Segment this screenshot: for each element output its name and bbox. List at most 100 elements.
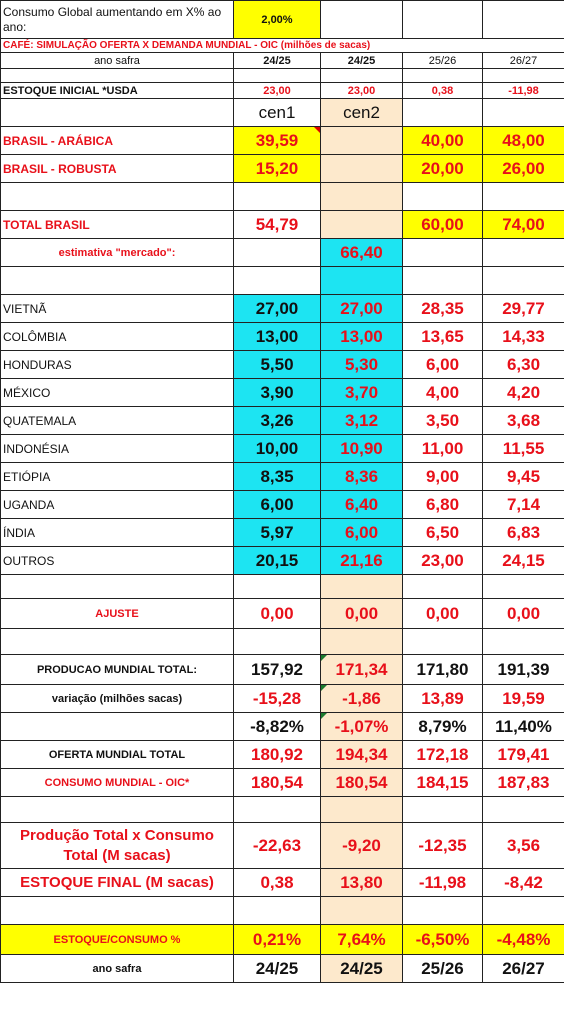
country-cen2[interactable]: 21,16 [320, 546, 403, 575]
oferta-cen2[interactable]: 194,34 [320, 740, 403, 769]
country-2526[interactable]: 28,35 [402, 294, 483, 323]
variacao-pct-2526[interactable]: 8,79% [402, 712, 483, 741]
brasil-arabica-cen2[interactable] [320, 126, 403, 155]
producao-2627[interactable]: 191,39 [482, 654, 564, 685]
country-cen1[interactable]: 20,15 [233, 546, 321, 575]
producao-cen2[interactable]: 171,34 [320, 654, 403, 685]
country-label: HONDURAS [0, 350, 234, 379]
ajuste-2526[interactable]: 0,00 [402, 598, 483, 629]
consumo-cen2[interactable]: 180,54 [320, 768, 403, 797]
cell [233, 182, 321, 211]
consumo-2627[interactable]: 187,83 [482, 768, 564, 797]
country-cen2[interactable]: 27,00 [320, 294, 403, 323]
country-2627[interactable]: 9,45 [482, 462, 564, 491]
country-2627[interactable]: 3,68 [482, 406, 564, 435]
ajuste-cen1[interactable]: 0,00 [233, 598, 321, 629]
total-brasil-cen1[interactable]: 54,79 [233, 210, 321, 239]
country-2627[interactable]: 6,30 [482, 350, 564, 379]
country-cen2[interactable]: 3,12 [320, 406, 403, 435]
estoque-consumo-2526[interactable]: -6,50% [402, 924, 483, 955]
variacao-pct-cen1[interactable]: -8,82% [233, 712, 321, 741]
title-row: CAFÉ: SIMULAÇÃO OFERTA X DEMANDA MUNDIAL… [0, 38, 564, 53]
brasil-robusta-2526[interactable]: 20,00 [402, 154, 483, 183]
country-2627[interactable]: 14,33 [482, 322, 564, 351]
variacao-pct-2627[interactable]: 11,40% [482, 712, 564, 741]
country-cen1[interactable]: 8,35 [233, 462, 321, 491]
country-2526[interactable]: 6,80 [402, 490, 483, 519]
country-2526[interactable]: 6,50 [402, 518, 483, 547]
country-cen2[interactable]: 5,30 [320, 350, 403, 379]
oferta-2627[interactable]: 179,41 [482, 740, 564, 769]
country-2526[interactable]: 4,00 [402, 378, 483, 407]
growth-value[interactable]: 2,00% [233, 0, 321, 39]
country-cen2[interactable]: 3,70 [320, 378, 403, 407]
estoque-final-2627[interactable]: -8,42 [482, 868, 564, 897]
country-2627[interactable]: 4,20 [482, 378, 564, 407]
prod-x-consumo-cen1[interactable]: -22,63 [233, 822, 321, 869]
variacao-cen1[interactable]: -15,28 [233, 684, 321, 713]
cell [482, 182, 564, 211]
country-cen2[interactable]: 13,00 [320, 322, 403, 351]
estoque-inicial-cen2[interactable]: 23,00 [320, 82, 403, 99]
estoque-final-cen1[interactable]: 0,38 [233, 868, 321, 897]
country-cen1[interactable]: 5,97 [233, 518, 321, 547]
country-cen1[interactable]: 6,00 [233, 490, 321, 519]
oferta-cen1[interactable]: 180,92 [233, 740, 321, 769]
mercado-value[interactable]: 66,40 [320, 238, 403, 267]
prod-x-consumo-2526[interactable]: -12,35 [402, 822, 483, 869]
total-brasil-2627[interactable]: 74,00 [482, 210, 564, 239]
ajuste-2627[interactable]: 0,00 [482, 598, 564, 629]
estoque-consumo-cen2[interactable]: 7,64% [320, 924, 403, 955]
estoque-consumo-2627[interactable]: -4,48% [482, 924, 564, 955]
estoque-inicial-2526[interactable]: 0,38 [402, 82, 483, 99]
consumo-cen1[interactable]: 180,54 [233, 768, 321, 797]
country-cen1[interactable]: 3,26 [233, 406, 321, 435]
estoque-inicial-cen1[interactable]: 23,00 [233, 82, 321, 99]
estoque-final-cen2[interactable]: 13,80 [320, 868, 403, 897]
variacao-pct-cen2[interactable]: -1,07% [320, 712, 403, 741]
country-cen1[interactable]: 10,00 [233, 434, 321, 463]
country-2627[interactable]: 6,83 [482, 518, 564, 547]
variacao-2526[interactable]: 13,89 [402, 684, 483, 713]
country-cen1[interactable]: 3,90 [233, 378, 321, 407]
estoque-final-2526[interactable]: -11,98 [402, 868, 483, 897]
producao-2526[interactable]: 171,80 [402, 654, 483, 685]
country-cen2[interactable]: 8,36 [320, 462, 403, 491]
oferta-2526[interactable]: 172,18 [402, 740, 483, 769]
country-2526[interactable]: 6,00 [402, 350, 483, 379]
total-brasil-2526[interactable]: 60,00 [402, 210, 483, 239]
cell [402, 238, 483, 267]
country-cen1[interactable]: 13,00 [233, 322, 321, 351]
prod-x-consumo-2627[interactable]: 3,56 [482, 822, 564, 869]
country-cen1[interactable]: 27,00 [233, 294, 321, 323]
country-2627[interactable]: 7,14 [482, 490, 564, 519]
country-cen1[interactable]: 5,50 [233, 350, 321, 379]
country-2526[interactable]: 13,65 [402, 322, 483, 351]
estoque-inicial-2627[interactable]: -11,98 [482, 82, 564, 99]
country-cen2[interactable]: 10,90 [320, 434, 403, 463]
country-2526[interactable]: 9,00 [402, 462, 483, 491]
brasil-robusta-2627[interactable]: 26,00 [482, 154, 564, 183]
country-2526[interactable]: 23,00 [402, 546, 483, 575]
country-2526[interactable]: 3,50 [402, 406, 483, 435]
country-2627[interactable]: 24,15 [482, 546, 564, 575]
brasil-arabica-2526[interactable]: 40,00 [402, 126, 483, 155]
total-brasil-cen2[interactable] [320, 210, 403, 239]
consumo-2526[interactable]: 184,15 [402, 768, 483, 797]
prod-x-consumo-cen2[interactable]: -9,20 [320, 822, 403, 869]
country-cen2[interactable]: 6,00 [320, 518, 403, 547]
brasil-robusta-cen2[interactable] [320, 154, 403, 183]
country-2526[interactable]: 11,00 [402, 434, 483, 463]
brasil-robusta-cen1[interactable]: 15,20 [233, 154, 321, 183]
country-2627[interactable]: 29,77 [482, 294, 564, 323]
brasil-arabica-2627[interactable]: 48,00 [482, 126, 564, 155]
estoque-consumo-cen1[interactable]: 0,21% [233, 924, 321, 955]
ajuste-cen2[interactable]: 0,00 [320, 598, 403, 629]
country-2627[interactable]: 11,55 [482, 434, 564, 463]
country-cen2[interactable]: 6,40 [320, 490, 403, 519]
variacao-cen2[interactable]: -1,86 [320, 684, 403, 713]
brasil-arabica-cen1[interactable]: 39,59 [233, 126, 321, 155]
cell [233, 628, 321, 655]
variacao-2627[interactable]: 19,59 [482, 684, 564, 713]
producao-cen1[interactable]: 157,92 [233, 654, 321, 685]
